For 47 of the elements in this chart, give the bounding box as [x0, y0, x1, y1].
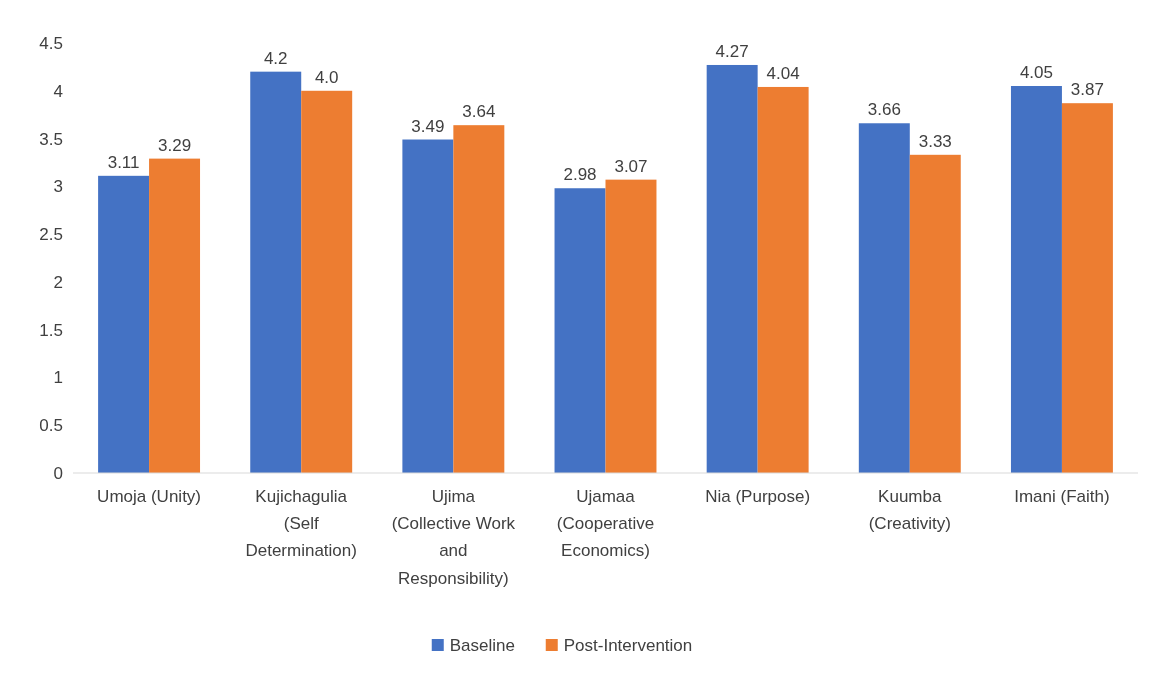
- y-tick-label: 0: [53, 463, 63, 483]
- data-label: 3.11: [107, 152, 140, 172]
- bar: [1061, 103, 1113, 473]
- bar: [858, 123, 910, 473]
- data-label: 4.0: [314, 67, 339, 87]
- data-label: 4.2: [263, 48, 288, 68]
- x-tick-label: Ujamaa (Cooperative Economics): [556, 487, 655, 561]
- data-label: 4.04: [766, 63, 800, 83]
- bar: [250, 71, 302, 473]
- data-label: 3.33: [918, 131, 952, 151]
- y-tick-label: 2.5: [39, 225, 63, 245]
- data-label: 4.05: [1019, 63, 1053, 82]
- x-tick-label: Ujima (Collective Work and Responsibility): [391, 487, 516, 588]
- legend-label: Post-Intervention: [563, 635, 693, 655]
- y-tick-label: 0.5: [39, 416, 63, 436]
- data-label: 3.49: [411, 116, 445, 136]
- bar: [757, 86, 809, 473]
- bar: [453, 125, 505, 473]
- bar: [706, 64, 758, 473]
- bar: [301, 90, 353, 473]
- bar: [98, 175, 150, 473]
- x-tick-label: Nia (Purpose): [705, 487, 811, 506]
- data-label: 3.66: [867, 100, 901, 120]
- x-tick-label: Kujichagulia (Self Determination): [245, 487, 357, 561]
- bar: [402, 139, 454, 473]
- y-tick-label: 4.5: [39, 33, 63, 53]
- x-tick-label: Imani (Faith): [1014, 487, 1110, 506]
- data-label: 3.29: [158, 135, 192, 155]
- x-tick-label: Umoja (Unity): [97, 487, 202, 506]
- legend-label: Baseline: [449, 635, 515, 655]
- bar: [554, 188, 606, 473]
- data-label: 2.98: [563, 165, 597, 185]
- bar: [605, 179, 657, 473]
- y-tick-label: 1: [53, 368, 63, 388]
- data-label: 4.27: [715, 41, 749, 61]
- y-tick-label: 4: [53, 81, 63, 101]
- y-tick-label: 2: [53, 272, 63, 292]
- y-tick-label: 3: [53, 177, 63, 197]
- data-label: 3.87: [1070, 80, 1104, 100]
- data-label: 3.64: [462, 102, 496, 122]
- y-tick-label: 3.5: [39, 129, 63, 149]
- bar: [909, 154, 961, 473]
- bar: [149, 158, 201, 473]
- x-tick-label: Kuumba (Creativity): [868, 487, 951, 534]
- data-label: 3.07: [614, 156, 648, 176]
- bar: [1010, 86, 1062, 473]
- y-tick-label: 1.5: [39, 320, 63, 340]
